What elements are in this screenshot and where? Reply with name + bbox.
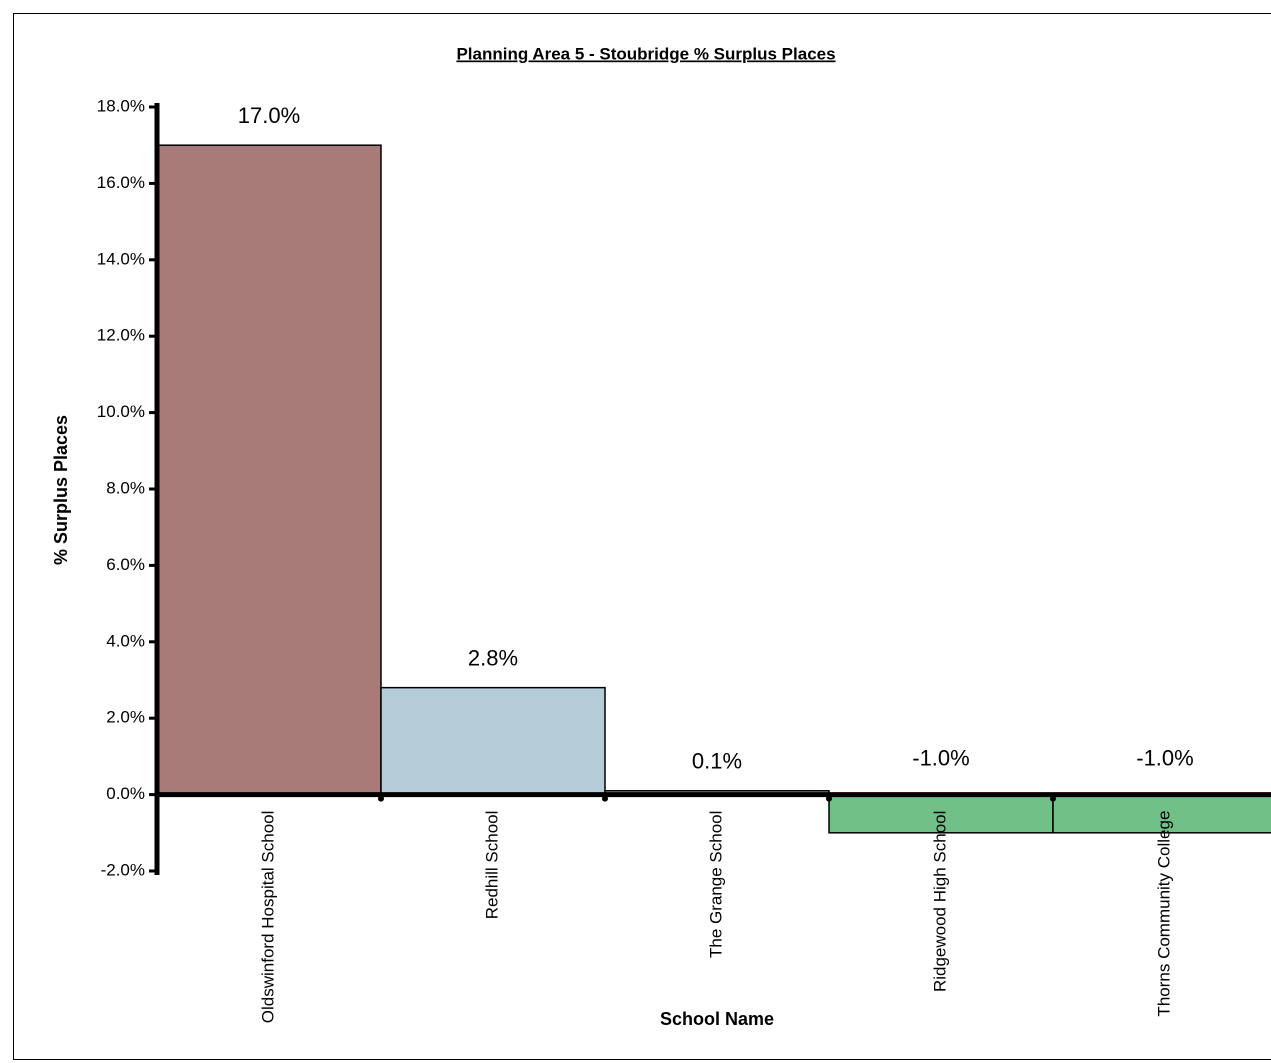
bar	[380, 686, 606, 796]
x-tick-label: Ridgewood High School	[930, 811, 949, 992]
value-label: -1.0%	[1136, 745, 1193, 770]
x-axis-title: School Name	[660, 1009, 774, 1029]
x-tick-label: Oldswinford Hospital School	[258, 811, 277, 1024]
value-label: 17.0%	[238, 103, 300, 128]
x-tick	[1050, 795, 1056, 802]
chart-frame	[13, 13, 1271, 1060]
value-label: 2.8%	[468, 645, 518, 670]
x-tick	[602, 795, 608, 802]
y-axis-title: % Surplus Places	[51, 415, 71, 565]
x-tick-label: Redhill School	[482, 811, 501, 920]
y-tick-label: 18.0%	[97, 96, 145, 115]
y-tick-label: 6.0%	[106, 555, 145, 574]
bar	[156, 144, 382, 796]
x-tick-label: Thorns Community College	[1154, 811, 1173, 1017]
value-label: 0.1%	[692, 749, 742, 774]
y-tick-label: 16.0%	[97, 173, 145, 192]
value-label: -1.0%	[912, 745, 969, 770]
x-tick-label: The Grange School	[706, 811, 725, 958]
y-tick-label: 10.0%	[97, 402, 145, 421]
x-tick	[826, 795, 832, 802]
x-tick	[378, 795, 384, 802]
chart-title: Planning Area 5 - Stoubridge % Surplus P…	[456, 44, 835, 63]
y-tick-label: 4.0%	[106, 631, 145, 650]
y-tick-label: 8.0%	[106, 478, 145, 497]
y-tick-label: -2.0%	[101, 860, 145, 879]
y-tick-label: 14.0%	[97, 249, 145, 268]
y-tick-label: 12.0%	[97, 326, 145, 345]
y-tick-label: 0.0%	[106, 784, 145, 803]
y-tick-label: 2.0%	[106, 708, 145, 727]
bar	[1052, 793, 1271, 834]
